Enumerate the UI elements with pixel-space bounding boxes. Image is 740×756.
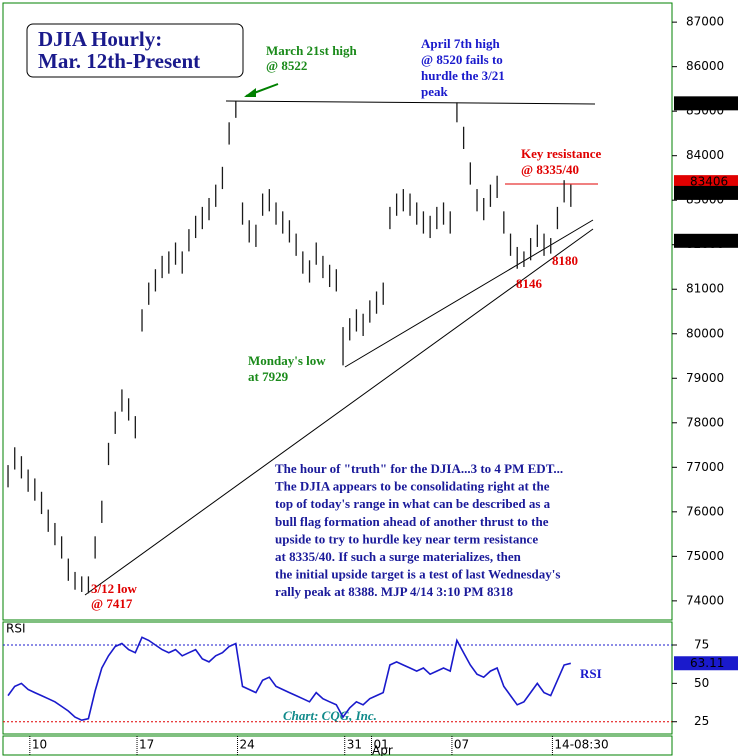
x-tick-label: 07 bbox=[454, 738, 469, 752]
commentary-line: bull flag formation ahead of another thr… bbox=[275, 514, 549, 529]
price-marker bbox=[674, 96, 738, 111]
value-label: 63.11 bbox=[690, 656, 724, 670]
commentary: The hour of "truth" for the DJIA...3 to … bbox=[275, 461, 563, 599]
annotation: @ 8335/40 bbox=[521, 162, 579, 177]
y-tick-label: 81000 bbox=[686, 282, 724, 296]
annotation: @ 8522 bbox=[266, 58, 307, 73]
x-axis-strip bbox=[2, 735, 673, 756]
annotation: @ 7417 bbox=[91, 596, 133, 611]
legend-label: RSI bbox=[580, 666, 602, 681]
y-tick-label: 77000 bbox=[686, 460, 724, 474]
price-marker-label: 85176 bbox=[690, 96, 728, 110]
price-marker-label: 83406 bbox=[690, 175, 728, 189]
title-box bbox=[26, 23, 244, 78]
x-tick-label: 01 bbox=[374, 738, 389, 752]
annotation: @ 8520 fails to bbox=[421, 52, 503, 67]
annotation: Key resistance bbox=[521, 146, 601, 161]
price-marker bbox=[674, 185, 738, 200]
commentary-line: top of today's range in what can be desc… bbox=[275, 496, 551, 511]
trend-line bbox=[344, 219, 594, 368]
commentary-line: the initial upside target is a test of l… bbox=[275, 567, 560, 582]
panel-label: RSI bbox=[6, 622, 26, 636]
y-tick-label: 74000 bbox=[686, 593, 724, 607]
y-tick-label: 86000 bbox=[686, 59, 724, 73]
y-tick-label: 75000 bbox=[686, 549, 724, 563]
x-tick-label: 31 bbox=[347, 738, 362, 752]
x-tick-label: 10 bbox=[32, 738, 47, 752]
rsi-panel bbox=[2, 621, 673, 735]
annotation: March 21st high bbox=[266, 43, 358, 58]
annotation: peak bbox=[421, 84, 449, 99]
annotation: Monday's low bbox=[248, 353, 326, 368]
commentary-line: upside to try to hurdle key near term re… bbox=[275, 531, 538, 546]
price-marker-label: 83164 bbox=[690, 185, 728, 199]
y-tick-label: 80000 bbox=[686, 326, 724, 340]
resistance-line bbox=[225, 100, 596, 105]
y-tick-label: 50 bbox=[694, 676, 709, 690]
y-tick-label: 79000 bbox=[686, 371, 724, 385]
x-tick-label: 17 bbox=[139, 738, 154, 752]
annotation: April 7th high bbox=[421, 36, 501, 51]
arrow-head bbox=[244, 88, 256, 97]
commentary-line: rally peak at 8388. MJP 4/14 3:10 PM 831… bbox=[275, 584, 513, 599]
y-tick-label: 78000 bbox=[686, 415, 724, 429]
value-box bbox=[674, 656, 738, 671]
source: Chart: CQG, Inc. bbox=[283, 708, 377, 723]
annotation: 3/12 low bbox=[91, 581, 137, 596]
commentary-line: The hour of "truth" for the DJIA...3 to … bbox=[275, 461, 563, 476]
rsi-line bbox=[7, 636, 571, 722]
x-axis-label: Apr bbox=[372, 744, 393, 756]
chart-title: Mar. 12th-Present bbox=[38, 49, 200, 73]
annotation: 8146 bbox=[516, 276, 543, 291]
trend-line bbox=[84, 228, 594, 596]
y-tick-label: 25 bbox=[694, 714, 709, 728]
y-tick-label: 76000 bbox=[686, 504, 724, 518]
price-marker-label: 82088 bbox=[690, 233, 728, 247]
y-tick-label: 75 bbox=[694, 638, 709, 652]
annotation: at 7929 bbox=[248, 369, 289, 384]
commentary-line: at 8335/40. If such a surge materializes… bbox=[275, 549, 522, 564]
y-tick-label: 84000 bbox=[686, 148, 724, 162]
annotation: hurdle the 3/21 bbox=[421, 68, 505, 83]
annotation: 8180 bbox=[552, 253, 578, 268]
x-tick-label: 24 bbox=[240, 738, 255, 752]
commentary-line: The DJIA appears to be consolidating rig… bbox=[275, 479, 550, 494]
price-marker bbox=[674, 233, 738, 248]
y-tick-label: 87000 bbox=[686, 15, 724, 29]
price-marker bbox=[674, 175, 738, 190]
x-tick-label: 14-08:30 bbox=[554, 738, 608, 752]
price-panel bbox=[2, 2, 673, 621]
chart-title: DJIA Hourly: bbox=[38, 27, 162, 51]
